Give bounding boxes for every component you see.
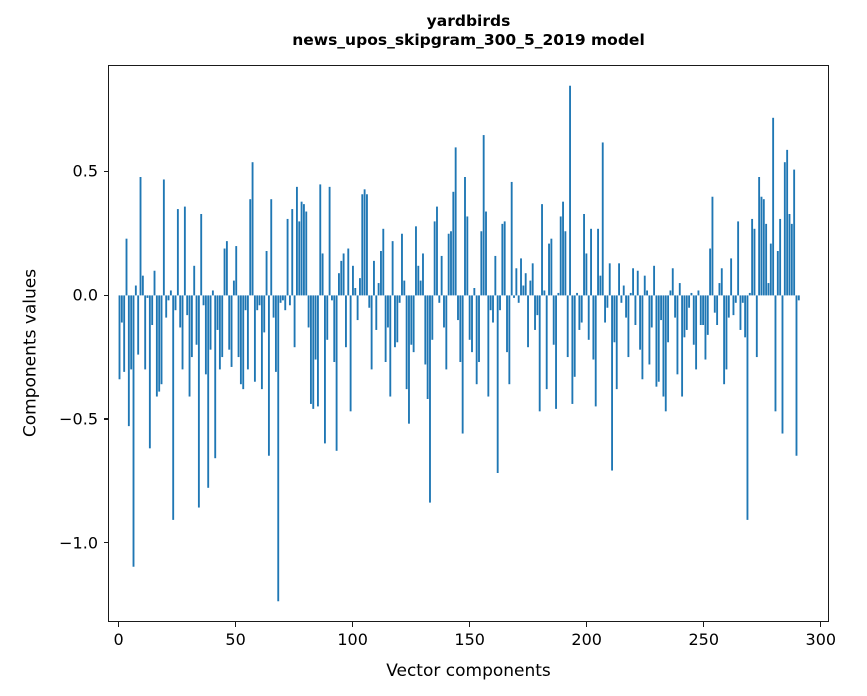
y-tick-label: −1.0 — [59, 533, 98, 553]
plot-area — [108, 65, 829, 622]
y-axis-tick-labels: 0.5 0.0 −0.5 −1.0 — [20, 0, 98, 696]
chart-title: yardbirds news_upos_skipgram_300_5_2019 … — [108, 12, 829, 50]
x-tick-label: 200 — [571, 630, 602, 649]
x-tick-mark — [469, 622, 471, 627]
x-tick-label: 250 — [688, 630, 720, 649]
y-tick-label: 0.0 — [72, 285, 98, 305]
x-tick-mark — [586, 622, 588, 627]
x-axis-label: Vector components — [386, 661, 551, 681]
chart-title-sub: news_upos_skipgram_300_5_2019 model — [292, 31, 645, 49]
chart-title-main: yardbirds — [426, 12, 511, 30]
x-tick-mark — [117, 622, 120, 627]
x-tick-mark — [820, 622, 822, 627]
y-tick-mark — [103, 170, 108, 173]
y-tick-label: 0.5 — [72, 161, 98, 181]
y-tick-mark — [103, 418, 108, 420]
x-tick-mark — [351, 622, 354, 627]
x-tick-mark — [703, 622, 705, 627]
y-tick-mark — [103, 294, 108, 296]
y-axis-label: Components values — [20, 268, 41, 438]
bar-series-canvas — [118, 85, 800, 602]
x-axis-tick-labels: 0 50 100 150 200 250 300 — [0, 630, 867, 654]
y-tick-label: −0.5 — [59, 409, 98, 429]
x-tick-label: 150 — [454, 630, 485, 649]
y-tick-mark — [103, 542, 108, 544]
x-tick-mark — [234, 622, 237, 627]
x-tick-label: 100 — [337, 630, 368, 649]
x-tick-label: 0 — [113, 630, 124, 649]
x-tick-label: 50 — [225, 630, 246, 649]
x-tick-label: 300 — [805, 630, 837, 649]
